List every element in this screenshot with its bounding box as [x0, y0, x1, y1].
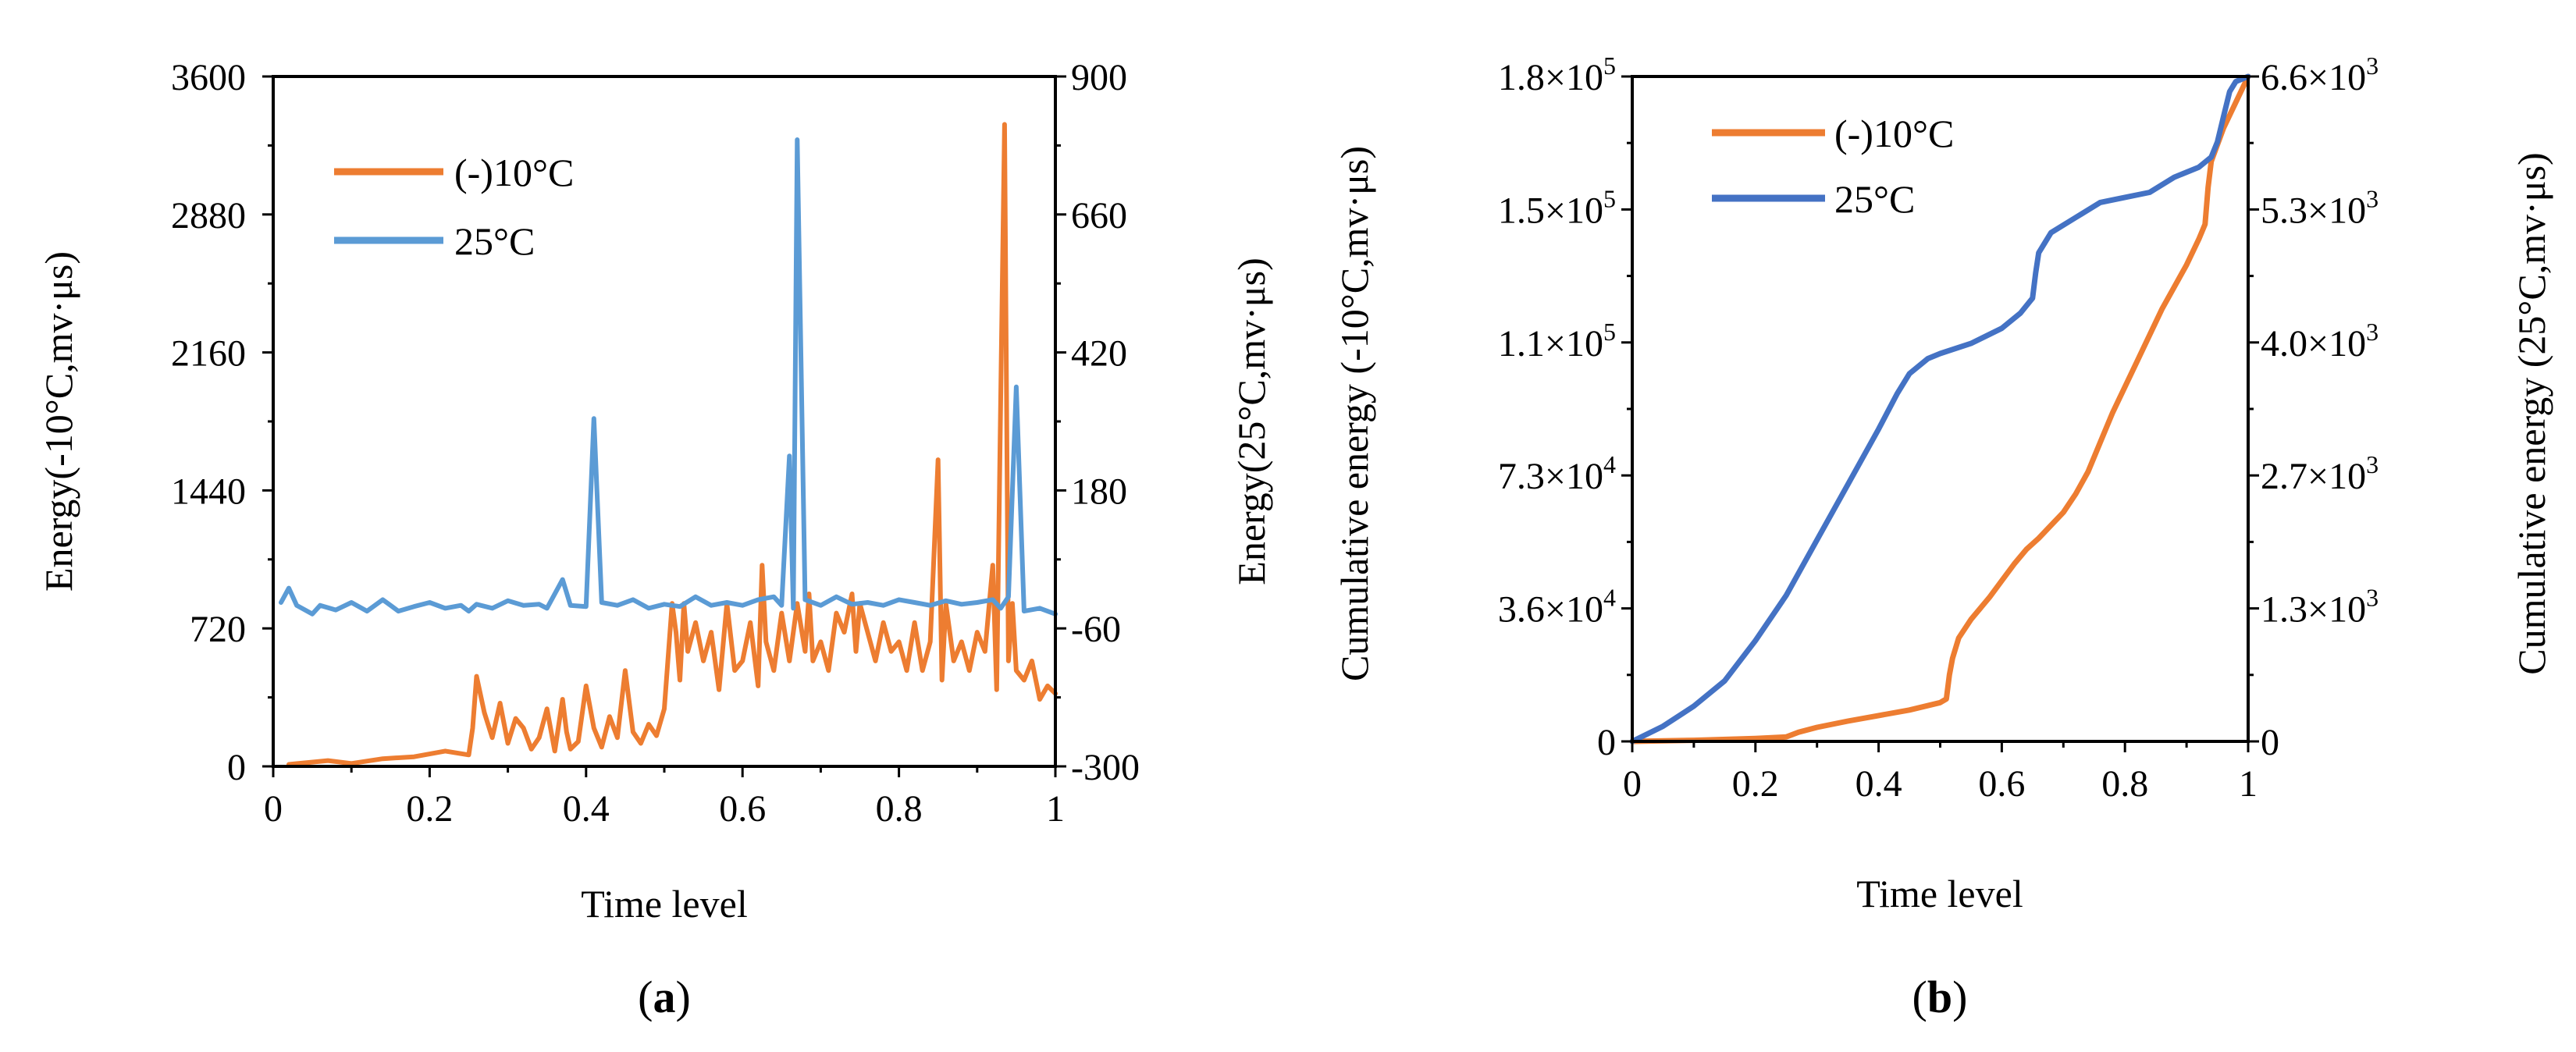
- x-tick-label: 1: [1046, 788, 1065, 830]
- x-tick-label: 0.2: [406, 788, 453, 830]
- right-y-tick-label: 1.3×103: [2261, 584, 2379, 631]
- left-y-tick-label: 3600: [171, 57, 246, 98]
- panel-b-tick-labels: 0 0.2 0.4 0.6 0.8 103.6×1047.3×1041.1×1051.5×…: [1498, 52, 2379, 805]
- panel-a-series-layer: [279, 122, 1058, 767]
- panel-b-x-axis-title: Time level: [1856, 872, 2023, 915]
- panel-b-series-layer: [1629, 73, 2251, 745]
- series-line-25-c: [279, 137, 1058, 617]
- right-y-tick-label: 900: [1071, 57, 1127, 98]
- panel-a-tick-labels: 0 0.2 0.4 0.6 0.8 1 0 720 1440 2160 2880 3600 -300 -6…: [171, 57, 1140, 830]
- right-y-tick-label: 4.0×103: [2261, 318, 2379, 364]
- legend-label-25c: 25°C: [454, 219, 535, 263]
- left-y-tick-label: 7.3×104: [1498, 450, 1616, 497]
- panel-a-plot-frame: [272, 75, 1057, 768]
- right-y-tick-label: 420: [1071, 333, 1127, 375]
- left-y-tick-label: 2880: [171, 195, 246, 236]
- panel-a-chart: 0 0.2 0.4 0.6 0.8 1 0 720 1440 2160 2880 3600 -300 -6…: [37, 57, 1273, 1022]
- x-tick-label: 0.4: [563, 788, 610, 830]
- left-y-tick-label: 1.5×105: [1498, 184, 1616, 231]
- series-line-25-c: [1629, 73, 2251, 745]
- x-tick-label: 0: [1623, 763, 1642, 805]
- left-y-tick-label: 3.6×104: [1498, 584, 1616, 631]
- panel-b-right-axis-title: Cumulative energy (25°C,mv·μs): [2510, 152, 2553, 674]
- right-y-tick-label: 660: [1071, 195, 1127, 236]
- x-tick-label: 0.6: [1978, 763, 2025, 805]
- right-y-tick-label: 2.7×103: [2261, 450, 2379, 497]
- left-y-tick-label: 1.1×105: [1498, 318, 1616, 364]
- panel-a-right-axis-title: Energy(25°C,mv·μs): [1229, 258, 1273, 585]
- right-y-tick-label: -60: [1071, 609, 1121, 650]
- panel-b-left-axis-title: Cumulative energy (-10°C,mv·μs): [1332, 146, 1376, 681]
- x-tick-label: 0.8: [876, 788, 923, 830]
- panel-b-label: (b): [1912, 972, 1968, 1022]
- series-line-10-c: [1629, 73, 2251, 745]
- panel-b-plot-frame: [1631, 75, 2250, 743]
- x-tick-label: 1: [2239, 763, 2258, 805]
- left-y-tick-label: 0: [227, 747, 246, 788]
- panel-b-legend: (-)10°C 25°C: [1712, 112, 1954, 221]
- left-y-tick-label: 1440: [171, 471, 246, 512]
- left-y-tick-label: 720: [190, 609, 246, 650]
- right-y-tick-label: -300: [1071, 747, 1140, 788]
- left-y-tick-label: 0: [1597, 722, 1616, 763]
- panel-a-label: (a): [638, 972, 691, 1022]
- x-tick-label: 0.8: [2101, 763, 2148, 805]
- series-line-10-c: [286, 122, 1058, 767]
- right-y-tick-label: 180: [1071, 471, 1127, 512]
- right-y-tick-label: 0: [2261, 722, 2279, 763]
- x-tick-label: 0.6: [719, 788, 766, 830]
- x-tick-label: 0: [264, 788, 283, 830]
- x-tick-label: 0.4: [1856, 763, 1902, 805]
- panel-b-chart: 0 0.2 0.4 0.6 0.8 103.6×1047.3×1041.1×1051.5×…: [1332, 52, 2553, 1022]
- panel-a-x-axis-title: Time level: [581, 882, 747, 926]
- left-y-tick-label: 1.8×105: [1498, 52, 1616, 98]
- legend-label-minus10c-b: (-)10°C: [1834, 112, 1954, 155]
- left-y-tick-label: 2160: [171, 333, 246, 375]
- panel-a-left-axis-title: Energy(-10°C,mv·μs): [37, 251, 80, 592]
- right-y-tick-label: 5.3×103: [2261, 184, 2379, 231]
- legend-label-25c-b: 25°C: [1834, 177, 1915, 221]
- right-y-tick-label: 6.6×103: [2261, 52, 2379, 98]
- panel-a-legend: (-)10°C 25°C: [334, 151, 574, 263]
- legend-label-minus10c: (-)10°C: [454, 151, 574, 194]
- x-tick-label: 0.2: [1732, 763, 1779, 805]
